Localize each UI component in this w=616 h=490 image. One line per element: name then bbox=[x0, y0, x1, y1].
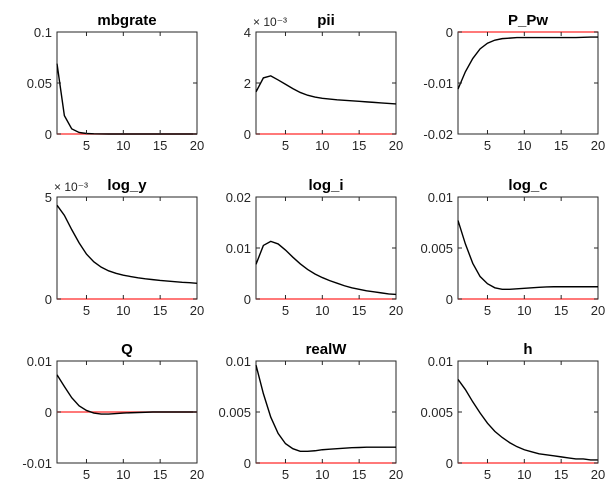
axes-box bbox=[56, 31, 198, 135]
subplot-title: realW bbox=[306, 341, 348, 358]
x-tick-label: 20 bbox=[389, 303, 403, 318]
y-tick-label: -0.02 bbox=[423, 127, 453, 142]
x-tick-label: 15 bbox=[153, 467, 167, 482]
x-tick-label: 15 bbox=[352, 467, 366, 482]
series-line bbox=[457, 378, 598, 461]
axes-box bbox=[457, 31, 599, 135]
y-tick-label: 0.05 bbox=[27, 76, 52, 91]
y-tick-label: 0 bbox=[45, 127, 52, 142]
x-tick-label: 5 bbox=[282, 138, 289, 153]
y-tick-label: 2 bbox=[244, 76, 251, 91]
y-tick-label: 0 bbox=[446, 25, 453, 40]
x-tick-label: 15 bbox=[554, 303, 568, 318]
subplot-p-pw: 5 10 15 20 -0.02 -0.01 0 P_Pw bbox=[423, 12, 605, 153]
x-tick-label: 5 bbox=[484, 303, 491, 318]
subplot-title: pii bbox=[317, 12, 335, 29]
subplot-title: log_i bbox=[308, 177, 343, 194]
x-tick-label: 15 bbox=[352, 138, 366, 153]
x-tick-label: 10 bbox=[116, 138, 130, 153]
y-tick-label: 0.1 bbox=[34, 25, 52, 40]
series-line bbox=[457, 220, 598, 291]
x-tick-label: 10 bbox=[315, 138, 329, 153]
axis-multiplier: × 10⁻³ bbox=[54, 180, 88, 194]
y-tick-label: 0.005 bbox=[420, 241, 453, 256]
x-tick-label: 20 bbox=[389, 138, 403, 153]
x-tick-label: 10 bbox=[315, 467, 329, 482]
x-tick-label: 5 bbox=[484, 138, 491, 153]
series-line bbox=[457, 36, 598, 90]
axes-box bbox=[56, 196, 198, 300]
x-tick-label: 20 bbox=[591, 467, 605, 482]
axes-box bbox=[255, 196, 397, 300]
x-tick-label: 5 bbox=[484, 467, 491, 482]
x-tick-label: 10 bbox=[116, 303, 130, 318]
y-tick-label: 0.02 bbox=[226, 190, 251, 205]
series-line bbox=[56, 63, 197, 135]
y-tick-label: 0 bbox=[45, 405, 52, 420]
series-line bbox=[56, 374, 197, 415]
subplot-title: log_c bbox=[508, 177, 547, 194]
x-tick-label: 5 bbox=[282, 467, 289, 482]
y-tick-label: 0.01 bbox=[428, 354, 453, 369]
x-tick-label: 10 bbox=[315, 303, 329, 318]
y-tick-label: 5 bbox=[45, 190, 52, 205]
axis-multiplier: × 10⁻³ bbox=[253, 15, 287, 29]
y-tick-label: 0.005 bbox=[218, 405, 251, 420]
x-tick-label: 15 bbox=[352, 303, 366, 318]
y-tick-label: 0.01 bbox=[226, 354, 251, 369]
subplot-log-c: 5 10 15 20 0 0.005 0.01 log_c bbox=[420, 177, 605, 318]
x-tick-label: 20 bbox=[591, 303, 605, 318]
series-line bbox=[255, 75, 397, 105]
y-tick-label: 4 bbox=[244, 25, 251, 40]
series-line bbox=[255, 364, 396, 452]
subplot-h: 5 10 15 20 0 0.005 0.01 h bbox=[420, 341, 605, 482]
y-tick-label: 0 bbox=[244, 127, 251, 142]
subplot-title: h bbox=[523, 341, 532, 358]
y-tick-label: 0 bbox=[244, 292, 251, 307]
x-tick-label: 20 bbox=[190, 303, 204, 318]
y-tick-label: 0 bbox=[45, 292, 52, 307]
x-tick-label: 15 bbox=[153, 303, 167, 318]
x-tick-label: 10 bbox=[116, 467, 130, 482]
x-tick-label: 20 bbox=[190, 138, 204, 153]
x-tick-label: 15 bbox=[554, 138, 568, 153]
subplot-title: log_y bbox=[107, 177, 147, 194]
x-tick-label: 10 bbox=[517, 303, 531, 318]
subplot-realw: 5 10 15 20 0 0.005 0.01 realW bbox=[218, 341, 403, 482]
subplot-mbgrate: 5 10 15 20 0 0.05 0.1 mbgrate bbox=[27, 12, 205, 153]
x-tick-label: 5 bbox=[83, 467, 90, 482]
axes-box bbox=[255, 31, 397, 135]
axes-box bbox=[457, 196, 599, 300]
x-tick-label: 15 bbox=[554, 467, 568, 482]
x-tick-label: 20 bbox=[190, 467, 204, 482]
subplot-pii: 5 10 15 20 0 2 4× 10⁻³ pii bbox=[244, 12, 403, 153]
y-tick-label: -0.01 bbox=[423, 76, 453, 91]
y-tick-label: 0.005 bbox=[420, 405, 453, 420]
y-tick-label: 0 bbox=[244, 456, 251, 471]
y-tick-label: 0.01 bbox=[27, 354, 52, 369]
x-tick-label: 10 bbox=[517, 467, 531, 482]
x-tick-label: 10 bbox=[517, 138, 531, 153]
x-tick-label: 5 bbox=[83, 138, 90, 153]
y-tick-label: 0 bbox=[446, 292, 453, 307]
subplot-q: 5 10 15 20 -0.01 0 0.01 Q bbox=[22, 341, 204, 482]
subplot-title: P_Pw bbox=[508, 12, 548, 29]
y-tick-label: -0.01 bbox=[22, 456, 52, 471]
axes-box bbox=[255, 360, 397, 464]
series-line bbox=[56, 204, 198, 284]
x-tick-label: 15 bbox=[153, 138, 167, 153]
y-tick-label: 0 bbox=[446, 456, 453, 471]
subplot-title: Q bbox=[121, 341, 133, 358]
x-tick-label: 5 bbox=[282, 303, 289, 318]
subplot-log-i: 5 10 15 20 0 0.01 0.02 log_i bbox=[226, 177, 404, 318]
series-line bbox=[255, 240, 397, 296]
x-tick-label: 20 bbox=[389, 467, 403, 482]
x-tick-label: 5 bbox=[83, 303, 90, 318]
y-tick-label: 0.01 bbox=[226, 241, 251, 256]
subplot-title: mbgrate bbox=[97, 12, 156, 29]
y-tick-label: 0.01 bbox=[428, 190, 453, 205]
x-tick-label: 20 bbox=[591, 138, 605, 153]
